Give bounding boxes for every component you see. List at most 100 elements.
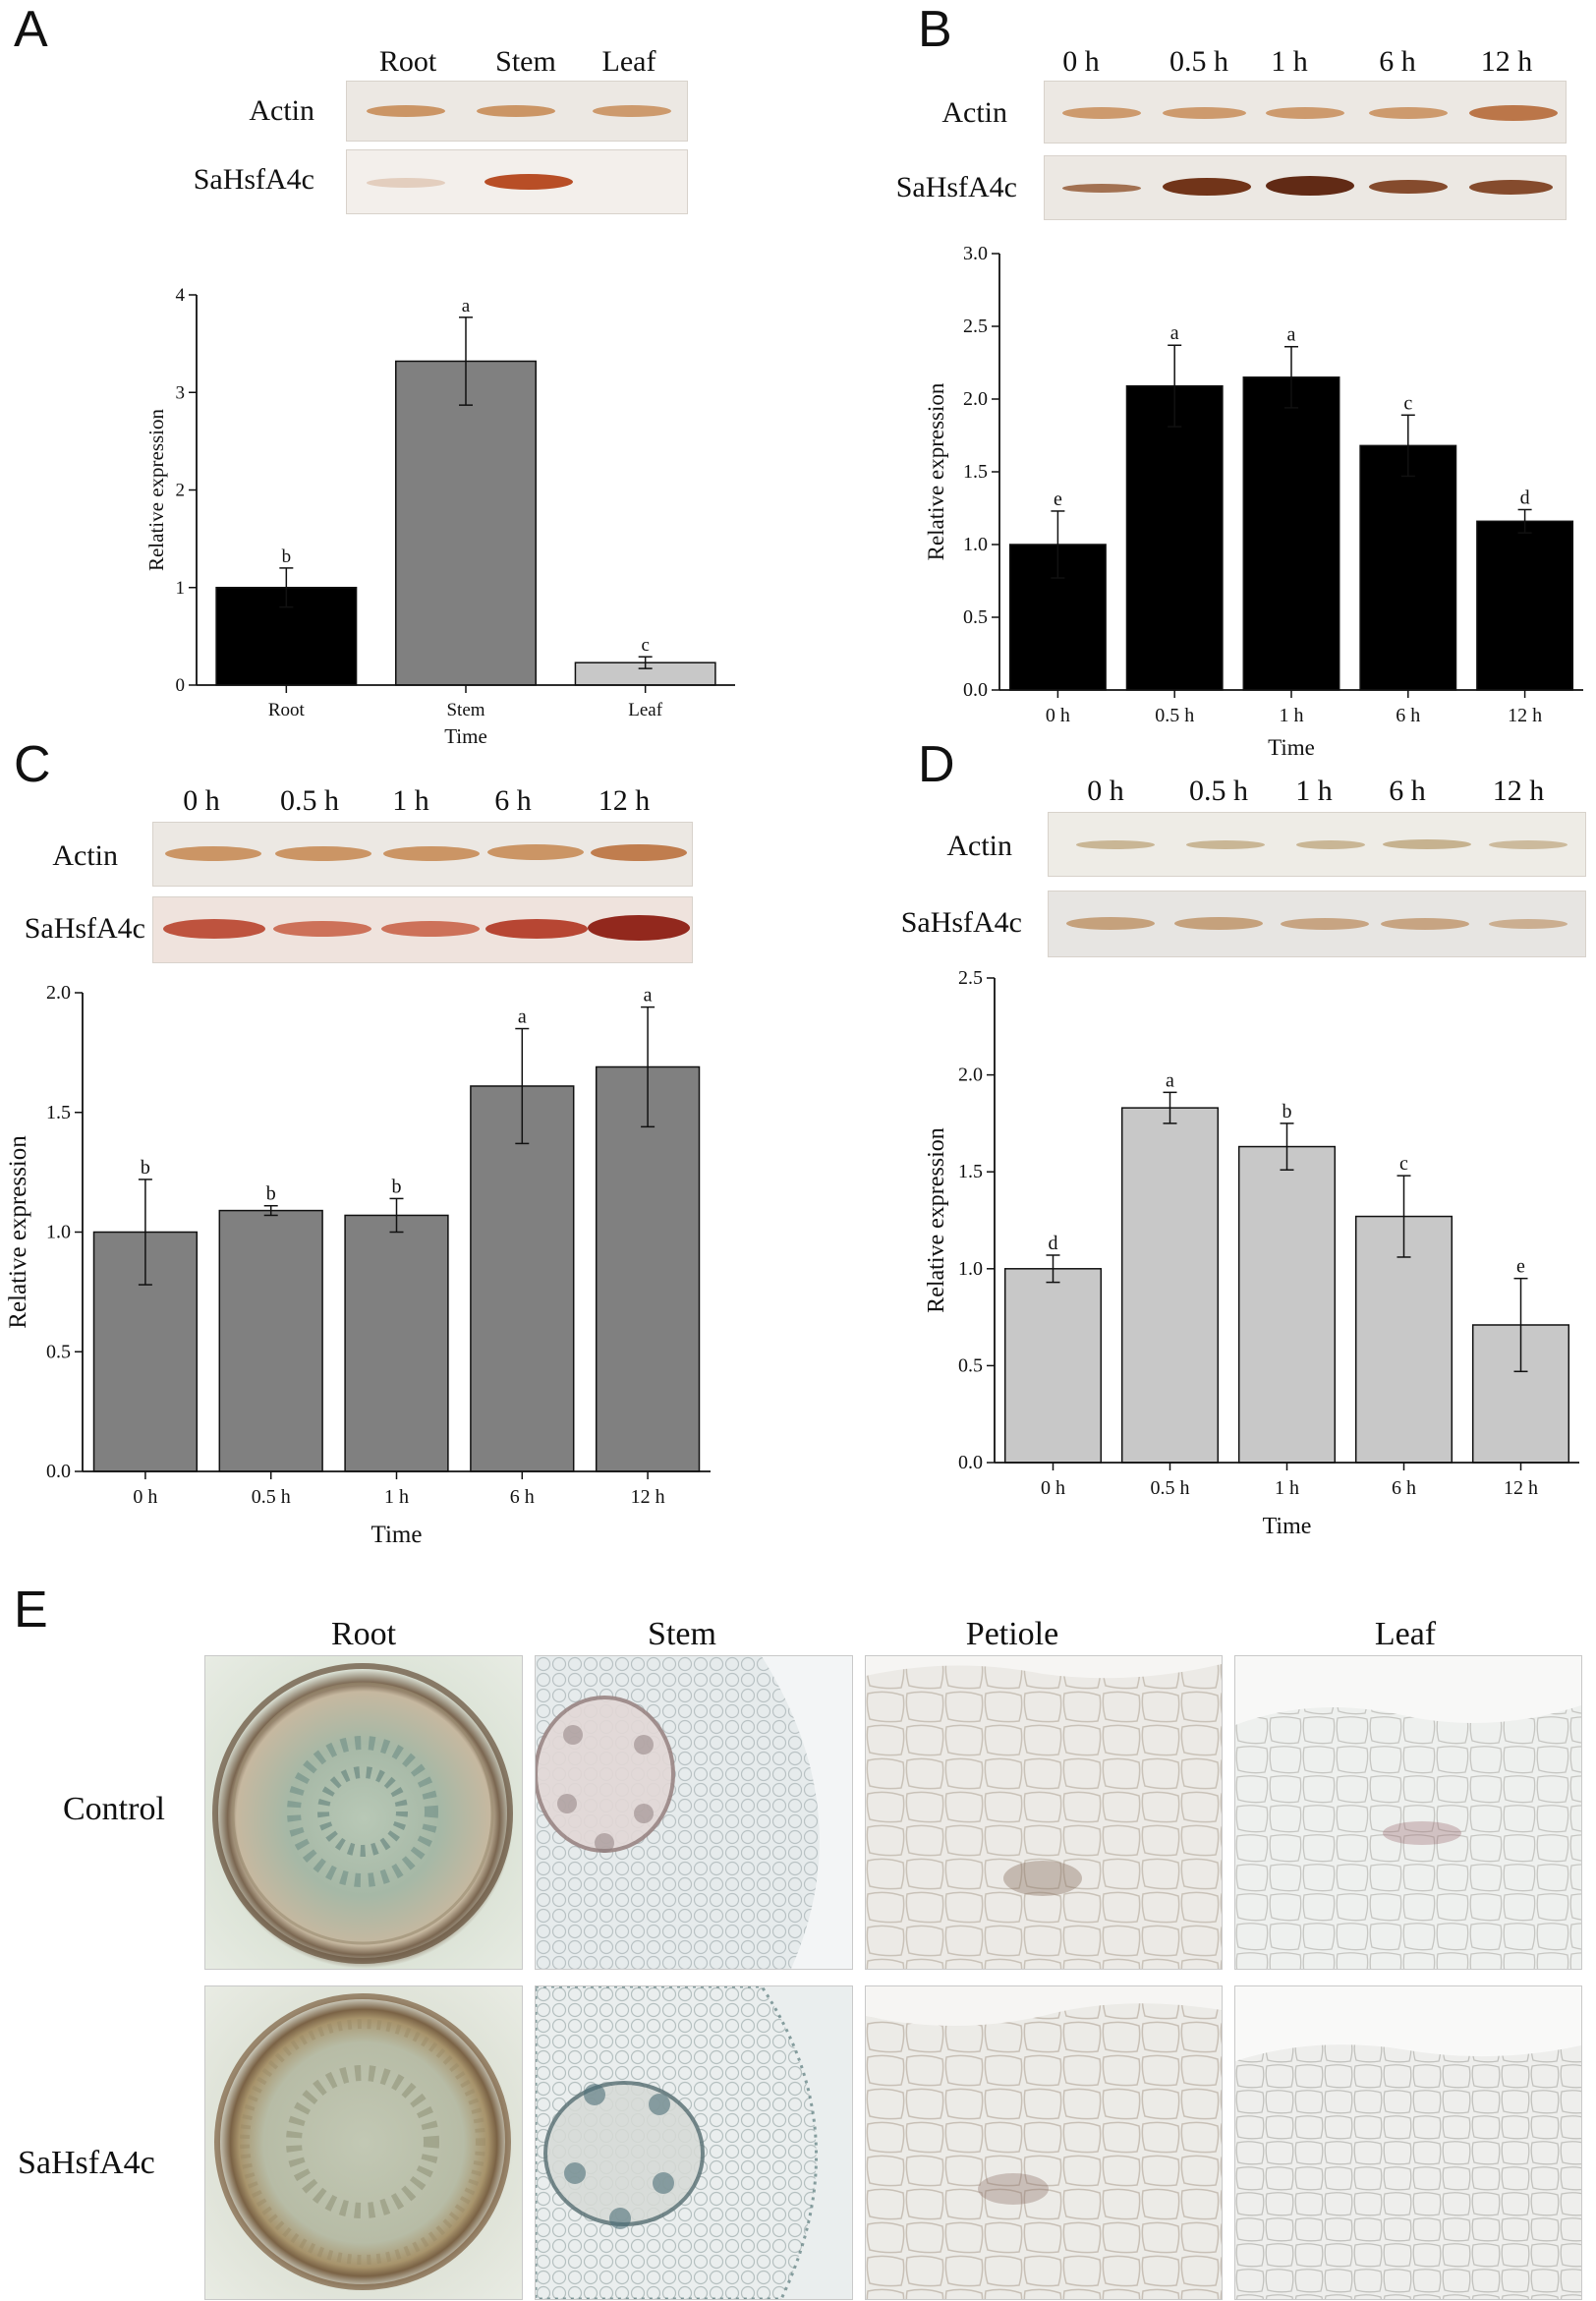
blot-d-lane-label: 0 h (1087, 775, 1124, 807)
blot-band (367, 105, 445, 117)
blot-d-lane-label: 0.5 h (1189, 775, 1248, 807)
significance-letter: d (1520, 487, 1530, 508)
bar-b (1359, 444, 1457, 691)
blot-band (367, 178, 445, 188)
micrograph-control-root (204, 1655, 523, 1970)
y-axis-label: Relative expression (924, 1127, 949, 1313)
panel-label-d: D (918, 736, 955, 793)
blot-band (1296, 840, 1365, 849)
blot-c-target-strip (152, 896, 693, 963)
blot-band (1266, 176, 1354, 196)
significance-letter: c (1399, 1153, 1408, 1175)
y-tick-label: 2.5 (958, 967, 983, 989)
blot-c-row-label: SaHsfA4c (24, 912, 145, 945)
blot-b-actin-strip (1044, 81, 1567, 144)
micrograph-transgenic-leaf (1234, 1985, 1582, 2300)
blot-d-actin-strip (1048, 812, 1586, 877)
x-tick-label: Stem (446, 700, 484, 720)
y-tick-label: 0 (176, 675, 186, 696)
blot-band (487, 844, 584, 860)
micrograph-column-label: Leaf (1374, 1616, 1437, 1652)
significance-letter: b (141, 1157, 150, 1179)
blot-band (1369, 107, 1448, 119)
x-axis-label: Time (1268, 735, 1315, 760)
significance-letter: d (1049, 1233, 1058, 1254)
blot-band (591, 844, 687, 861)
y-tick-label: 0.0 (963, 679, 988, 701)
micrograph-column-label: Stem (648, 1616, 716, 1652)
significance-letter: e (1054, 489, 1062, 510)
blot-band (1489, 840, 1568, 849)
micrograph-control-leaf (1234, 1655, 1582, 1970)
bar-d (1003, 1268, 1103, 1464)
chart-a: 0 1 2 3 4 b Root a Stem c Leaf Time Relative express… (144, 285, 735, 748)
x-tick-label: 0 h (1046, 705, 1070, 726)
x-tick-label: 12 h (631, 1486, 665, 1508)
blot-b-lane-label: 0.5 h (1169, 45, 1228, 78)
y-tick-label: 2.0 (46, 982, 71, 1004)
significance-letter: a (1166, 1069, 1174, 1091)
y-tick-label: 1.5 (963, 461, 988, 483)
x-tick-label: 1 h (1275, 1477, 1299, 1499)
y-tick-label: 1.0 (963, 534, 988, 555)
significance-letter: b (282, 546, 292, 567)
chart-d: 0.0 0.5 1.0 1.5 2.0 2.5 d 0 h a 0.5 h b 1 h c 6 h e 12 … (924, 967, 1579, 1539)
blot-band (1066, 917, 1155, 930)
blot-b-lane-label: 0 h (1062, 45, 1100, 78)
panel-label-a: A (14, 1, 48, 58)
significance-letter: e (1516, 1256, 1525, 1278)
x-tick-label: 12 h (1504, 1477, 1538, 1499)
x-tick-label: 1 h (1280, 705, 1304, 726)
blot-c-lane-label: 0.5 h (280, 784, 339, 817)
panel-label-c: C (14, 736, 51, 793)
panel-label-e: E (14, 1582, 48, 1639)
y-tick-label: 3 (176, 382, 186, 403)
micrograph-transgenic-petiole (865, 1985, 1223, 2300)
blot-d-lane-label: 6 h (1389, 775, 1426, 807)
blot-c-lane-label: 1 h (392, 784, 429, 817)
bar-b (1125, 384, 1224, 691)
blot-b-lane-label: 12 h (1480, 45, 1533, 78)
y-tick-label: 0.0 (46, 1461, 71, 1482)
y-tick-label: 1.0 (958, 1258, 983, 1280)
y-tick-label: 1 (176, 578, 186, 599)
blot-d-lane-label: 1 h (1295, 775, 1333, 807)
blot-band (1186, 840, 1265, 849)
blot-band (275, 846, 371, 861)
blot-band (383, 846, 480, 861)
blot-c-actin-strip (152, 822, 693, 887)
y-tick-label: 2.5 (963, 316, 988, 337)
blot-a-target-strip (346, 149, 688, 214)
significance-letter: a (644, 985, 653, 1007)
blot-a-row-label: SaHsfA4c (193, 163, 314, 196)
x-tick-label: 0.5 h (1151, 1477, 1190, 1499)
blot-band (588, 915, 690, 941)
blot-band (381, 921, 480, 937)
bar-c (595, 1065, 701, 1472)
x-tick-label: 1 h (384, 1486, 409, 1508)
significance-letter: b (392, 1176, 402, 1197)
y-tick-label: 0.5 (958, 1354, 983, 1376)
blot-band (1062, 184, 1141, 193)
blot-band (1383, 839, 1471, 849)
x-tick-label: 6 h (510, 1486, 535, 1508)
x-tick-label: Root (268, 700, 306, 720)
x-axis-label: Time (444, 724, 487, 748)
y-tick-label: 1.5 (958, 1161, 983, 1182)
blot-b-lane-label: 6 h (1379, 45, 1416, 78)
bar-c (470, 1085, 575, 1472)
y-tick-label: 0.5 (46, 1341, 71, 1362)
blot-b-target-strip (1044, 155, 1567, 220)
blot-band (1163, 178, 1251, 196)
bar-c (344, 1214, 449, 1472)
micrograph-control-petiole (865, 1655, 1223, 1970)
blot-a-actin-strip (346, 81, 688, 142)
chart-c: 0.0 0.5 1.0 1.5 2.0 b 0 h b 0.5 h b 1 h a 6 h a 12 h Ti… (5, 982, 711, 1548)
blot-b-row-label: SaHsfA4c (895, 171, 1017, 203)
blot-band (1489, 919, 1568, 929)
blot-band (165, 846, 261, 861)
panel-label-b: B (918, 1, 952, 58)
blot-band (273, 921, 371, 937)
y-tick-label: 3.0 (963, 243, 988, 264)
